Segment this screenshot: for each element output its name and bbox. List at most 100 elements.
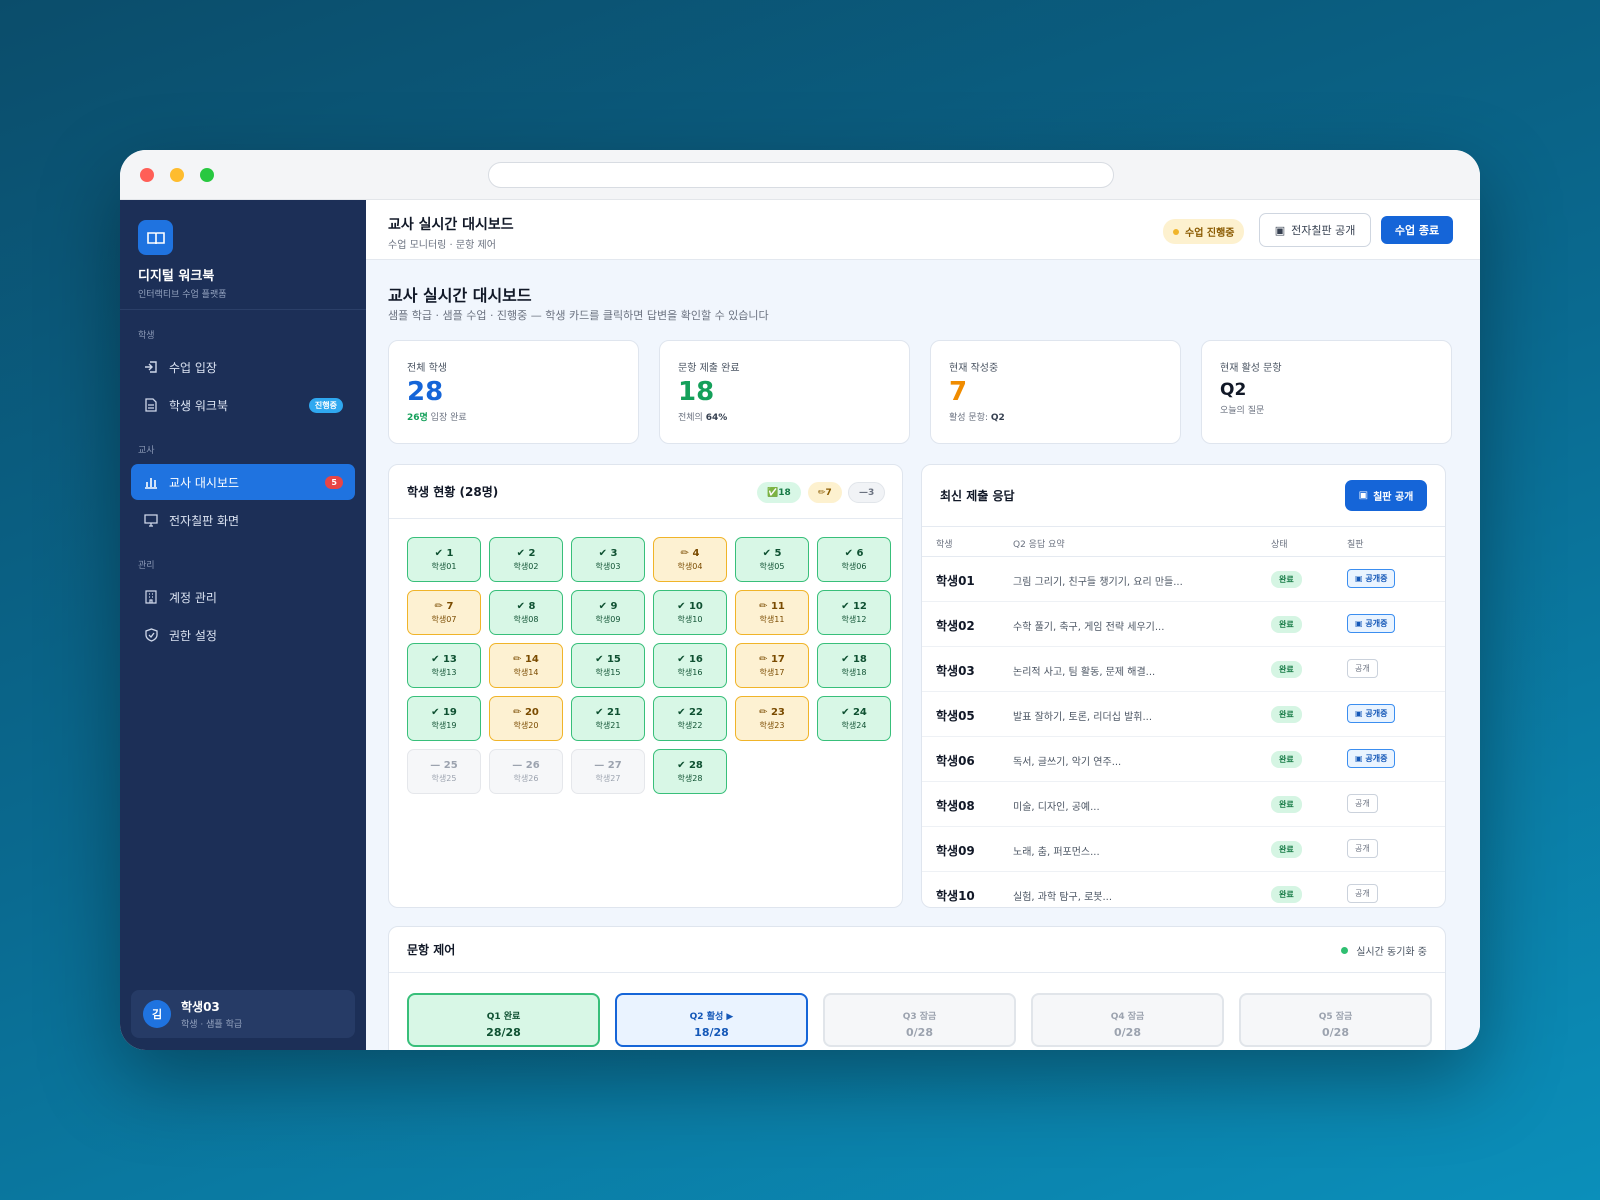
student-card[interactable]: ✔ 21 학생21 (571, 696, 645, 741)
column-header-status: 상태 (1271, 540, 1288, 550)
student-card[interactable]: ✔ 5 학생05 (735, 537, 809, 582)
student-card[interactable]: ✏ 14 학생14 (489, 643, 563, 688)
live-dot-icon (1173, 228, 1179, 235)
board-toggle-button[interactable]: 공개 (1347, 839, 1378, 858)
student-card[interactable]: ✔ 13 학생13 (407, 643, 481, 688)
question-tab-label: Q1 완료 (486, 1012, 521, 1022)
student-card[interactable]: ✏ 4 학생04 (653, 537, 727, 582)
table-row[interactable]: 학생01 그림 그리기, 친구들 챙기기, 요리 만들... 완료 ▣ 공개중 (922, 557, 1445, 602)
status-badge: 진행중 (308, 397, 343, 413)
board-toggle-label: 공개중 (1365, 574, 1388, 583)
login-icon (143, 359, 159, 375)
student-card[interactable]: ✔ 24 학생24 (817, 696, 891, 741)
board-toggle-button[interactable]: ▣ 공개중 (1347, 704, 1396, 723)
student-card[interactable]: ✏ 7 학생07 (407, 590, 481, 635)
student-card[interactable]: ✔ 2 학생02 (489, 537, 563, 582)
student-card[interactable]: ✔ 15 학생15 (571, 643, 645, 688)
student-card[interactable]: ✏ 17 학생17 (735, 643, 809, 688)
table-row[interactable]: 학생08 미술, 디자인, 공예... 완료 공개 (922, 782, 1445, 827)
student-card[interactable]: — 25 학생25 (407, 749, 481, 794)
sidebar-item-permission-settings[interactable]: 권한 설정 (131, 617, 355, 653)
end-class-button[interactable]: 수업 종료 (1381, 216, 1453, 244)
board-toggle-button[interactable]: 공개 (1347, 884, 1378, 903)
student-grid: ✔ 1 학생01 ✔ 2 학생02 ✔ 3 학생03 ✏ 4 학생04 ✔ 5 학생05 ✔ 6 학생… (407, 537, 891, 794)
student-card[interactable]: ✔ 18 학생18 (817, 643, 891, 688)
student-name: 학생08 (936, 799, 975, 813)
address-bar[interactable] (488, 162, 1114, 188)
table-row[interactable]: 학생10 실험, 과학 탐구, 로봇... 완료 공개 (922, 872, 1445, 907)
table-row[interactable]: 학생02 수학 풀기, 축구, 게임 전략 세우기... 완료 ▣ 공개중 (922, 602, 1445, 647)
stat-label: 현재 작성중 (949, 363, 999, 374)
student-card[interactable]: ✔ 1 학생01 (407, 537, 481, 582)
question-tab-progress: 0/28 (906, 1026, 933, 1039)
student-card[interactable]: ✏ 23 학생23 (735, 696, 809, 741)
student-card[interactable]: — 26 학생26 (489, 749, 563, 794)
stat-card-total-students: 전체 학생 28 26명 입장 완료 (388, 340, 639, 444)
student-number: ✔ 18 (841, 653, 867, 665)
student-card[interactable]: ✔ 22 학생22 (653, 696, 727, 741)
user-card[interactable]: 김 학생03 학생 · 샘플 학급 (131, 990, 355, 1038)
student-card[interactable]: ✔ 12 학생12 (817, 590, 891, 635)
latest-responses-panel: 최신 제출 응답 ▣ 칠판 공개 학생 Q2 응답 요약 상태 칠판 학생01 그… (921, 464, 1446, 908)
blackboard-publish-button[interactable]: ▣ 전자칠판 공개 (1259, 213, 1371, 247)
question-tab-label: Q3 잠금 (902, 1012, 937, 1022)
student-card[interactable]: ✔ 8 학생08 (489, 590, 563, 635)
student-number: ✔ 8 (516, 600, 536, 612)
minimize-window-button[interactable] (170, 168, 184, 182)
sidebar-item-student-workbook[interactable]: 학생 워크북 진행중 (131, 387, 355, 423)
question-tab-q5[interactable]: Q5 잠금 0/28 (1239, 993, 1432, 1047)
student-card[interactable]: ✔ 10 학생10 (653, 590, 727, 635)
board-toggle-label: 공개 (1355, 799, 1370, 808)
status-badge: 완료 (1271, 796, 1302, 813)
student-card[interactable]: ✏ 20 학생20 (489, 696, 563, 741)
maximize-window-button[interactable] (200, 168, 214, 182)
done-count-chip[interactable]: ✅18 (757, 482, 801, 503)
student-number: ✔ 16 (677, 653, 703, 665)
board-toggle-label: 공개 (1355, 844, 1370, 853)
student-number: ✏ 20 (513, 706, 539, 718)
student-card[interactable]: ✔ 28 학생28 (653, 749, 727, 794)
board-toggle-button[interactable]: 공개 (1347, 794, 1378, 813)
question-tab-q4[interactable]: Q4 잠금 0/28 (1031, 993, 1224, 1047)
tablet-icon: ▣ (1355, 754, 1366, 763)
question-tab-label: Q2 활성 ▶ (689, 1012, 734, 1022)
writing-count-chip[interactable]: ✏7 (808, 482, 842, 503)
close-window-button[interactable] (140, 168, 154, 182)
student-card[interactable]: ✔ 16 학생16 (653, 643, 727, 688)
sidebar-item-blackboard-screen[interactable]: 전자칠판 화면 (131, 502, 355, 538)
nav-section-student: 학생 (138, 331, 155, 341)
app: 디지털 워크북 인터랙티브 수업 플랫폼 학생 수업 입장 학생 워크북 진행중… (120, 200, 1480, 1050)
board-toggle-button[interactable]: ▣ 공개중 (1347, 569, 1396, 588)
board-toggle-button[interactable]: ▣ 공개중 (1347, 614, 1396, 633)
student-card[interactable]: — 27 학생27 (571, 749, 645, 794)
board-toggle-button[interactable]: 공개 (1347, 659, 1378, 678)
table-row[interactable]: 학생09 노래, 춤, 퍼포먼스... 완료 공개 (922, 827, 1445, 872)
publish-to-board-button[interactable]: ▣ 칠판 공개 (1345, 480, 1427, 511)
student-card[interactable]: ✔ 9 학생09 (571, 590, 645, 635)
sidebar-item-enter-class[interactable]: 수업 입장 (131, 349, 355, 385)
table-row[interactable]: 학생06 독서, 글쓰기, 악기 연주... 완료 ▣ 공개중 (922, 737, 1445, 782)
student-card[interactable]: ✏ 11 학생11 (735, 590, 809, 635)
status-badge: 완료 (1271, 841, 1302, 858)
board-toggle-button[interactable]: ▣ 공개중 (1347, 749, 1396, 768)
stat-foot-bold: 64% (705, 413, 728, 423)
question-tab-q1[interactable]: Q1 완료 28/28 (407, 993, 600, 1047)
question-tab-q3[interactable]: Q3 잠금 0/28 (823, 993, 1016, 1047)
empty-count-chip[interactable]: —3 (848, 482, 886, 503)
student-number: — 26 (512, 759, 540, 771)
question-tab-q2[interactable]: Q2 활성 ▶ 18/28 (615, 993, 808, 1047)
student-card[interactable]: ✔ 6 학생06 (817, 537, 891, 582)
student-number: — 27 (594, 759, 622, 771)
sidebar-item-account-mgmt[interactable]: 계정 관리 (131, 579, 355, 615)
tablet-icon: ▣ (1355, 574, 1366, 583)
panel-title: 최신 제출 응답 (940, 489, 1015, 503)
student-name: 학생21 (595, 720, 621, 730)
table-row[interactable]: 학생05 발표 잘하기, 토론, 리더십 발휘... 완료 ▣ 공개중 (922, 692, 1445, 737)
board-toggle-label: 공개중 (1365, 754, 1388, 763)
sidebar-item-teacher-dashboard[interactable]: 교사 대시보드 5 (131, 464, 355, 500)
brand: 디지털 워크북 인터랙티브 수업 플랫폼 (120, 200, 366, 310)
question-tab-label: Q5 잠금 (1318, 1012, 1353, 1022)
student-card[interactable]: ✔ 3 학생03 (571, 537, 645, 582)
student-card[interactable]: ✔ 19 학생19 (407, 696, 481, 741)
table-row[interactable]: 학생03 논리적 사고, 팀 활동, 문제 해결... 완료 공개 (922, 647, 1445, 692)
